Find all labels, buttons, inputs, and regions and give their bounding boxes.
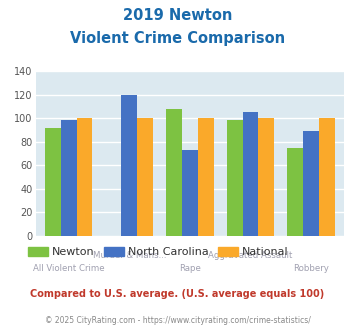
Bar [303,131,319,236]
Bar [288,148,303,236]
Bar [166,109,182,236]
Legend: Newton, North Carolina, National: Newton, North Carolina, National [23,243,293,262]
Bar [45,127,61,236]
Text: Violent Crime Comparison: Violent Crime Comparison [70,31,285,46]
Bar [242,112,258,236]
Bar [121,94,137,236]
Text: Compared to U.S. average. (U.S. average equals 100): Compared to U.S. average. (U.S. average … [31,289,324,299]
Bar [137,118,153,236]
Bar [319,118,335,236]
Bar [61,120,77,236]
Bar [77,118,92,236]
Bar [198,118,214,236]
Text: 2019 Newton: 2019 Newton [123,8,232,23]
Text: Aggravated Assault: Aggravated Assault [208,251,293,260]
Text: All Violent Crime: All Violent Crime [33,264,105,273]
Text: © 2025 CityRating.com - https://www.cityrating.com/crime-statistics/: © 2025 CityRating.com - https://www.city… [45,316,310,325]
Text: Robbery: Robbery [293,264,329,273]
Text: Rape: Rape [179,264,201,273]
Bar [182,150,198,236]
Text: Murder & Mans...: Murder & Mans... [93,251,166,260]
Bar [227,120,242,236]
Bar [258,118,274,236]
